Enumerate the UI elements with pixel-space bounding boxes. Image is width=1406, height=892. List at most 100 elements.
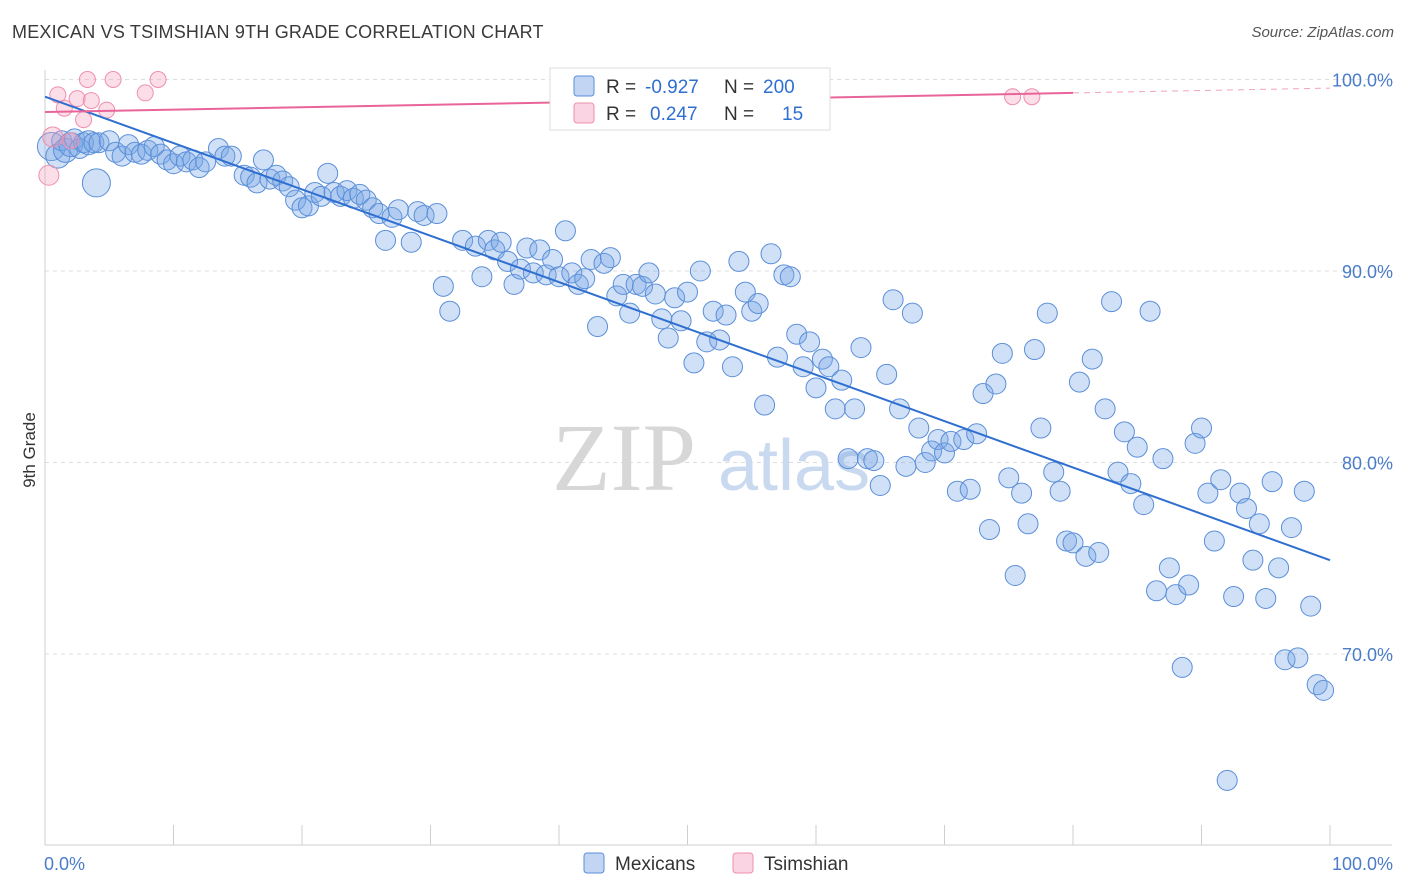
mexicans-point [1280,517,1302,539]
mexicans-point [1287,647,1309,669]
mexicans-point [1075,545,1097,567]
mexicans-point [670,310,692,332]
mexicans-point [882,289,904,311]
mexicans-point [130,143,152,165]
watermark-atlas: atlas [718,426,870,506]
mexicans-point [1094,398,1116,420]
mexicans-point [844,398,866,420]
mexicans-point [1235,497,1257,519]
tsimshian-point [38,164,60,186]
mexicans-point [1178,574,1200,596]
legend-swatch-mexicans [573,75,595,97]
mexicans-point [1030,417,1052,439]
y-tick-label: 70.0% [1342,645,1393,665]
mexicans-point [580,249,602,271]
mexicans-point [587,316,609,338]
mexicans-point [689,260,711,282]
mexicans-point [1113,421,1135,443]
series-mexicans-points [36,128,1335,791]
mexicans-point [677,281,698,303]
tsimshian-point [62,132,80,150]
chart-source: Source: ZipAtlas.com [1251,24,1394,41]
mexicans-point [426,203,448,225]
stats-legend: R = -0.927 N = 200 R = 0.247 N = 15 [549,67,831,131]
mexicans-point [1197,482,1219,504]
tsimshian-trend-extension [1072,87,1331,94]
mexicans-point [619,302,641,324]
mexicans-point [760,243,782,265]
mexicans-point [1248,513,1270,535]
mexicans-point [632,275,654,297]
bottom-legend-label-mexicans: Mexicans [615,854,695,875]
mexicans-point [81,168,111,198]
mexicans-point [561,262,583,284]
bottom-legend-swatch-tsimshian [732,852,754,874]
mexicans-point [137,139,159,161]
mexicans-point [1088,542,1110,564]
mexicans-point [1133,494,1155,516]
mexicans-point [657,327,679,349]
mexicans-point [83,132,105,154]
tsimshian-point [42,126,64,148]
mexicans-point [754,394,776,416]
mexicans-point [985,373,1007,395]
mexicans-point [554,220,576,242]
watermark: ZIP atlas [552,404,870,511]
mexicans-point [1293,480,1315,502]
bottom-legend-swatch-mexicans [583,852,605,874]
mexicans-point [1223,586,1245,608]
mexicans-point [998,467,1020,489]
mexicans-point [1023,339,1045,361]
mexicans-point [439,300,461,322]
mexicans-point [895,455,917,477]
tsimshian-point [1023,88,1041,106]
tsimshian-point [149,71,167,88]
mexicans-point [1261,471,1283,493]
mexicans-trend-line [44,95,1331,562]
mexicans-point [1158,557,1180,579]
mexicans-point [721,356,743,378]
mexicans-point [1049,480,1071,502]
legend-r-value-2: 0.247 [650,104,698,125]
stats-legend-frame [549,67,831,131]
mexicans-point [1101,291,1123,313]
mexicans-point [991,342,1013,364]
mexicans-point [914,452,936,473]
mexicans-point [1011,482,1033,504]
mexicans-point [934,442,955,464]
mexicans-point [1120,473,1142,495]
legend-r-label-1: R = [606,77,636,98]
mexicans-point [850,337,872,359]
mexicans-point [574,268,596,290]
mexicans-point [375,229,397,251]
y-tick-label: 80.0% [1342,454,1393,474]
mexicans-point [953,429,975,451]
series-legend: Mexicans Tsimshian [583,852,848,875]
axes [44,70,1392,846]
legend-n-value-2: 15 [782,104,803,125]
mexicans-point [490,231,512,253]
mexicans-point [304,181,326,203]
mexicans-point [1255,587,1277,609]
y-tick-label: 90.0% [1342,262,1393,282]
mexicans-point [612,273,634,295]
mexicans-point [105,141,127,163]
mexicans-point [702,300,724,322]
legend-r-label-2: R = [606,104,636,125]
mexicans-point [1152,448,1174,470]
mexicans-point [593,252,615,274]
mexicans-point [1068,371,1090,393]
y-axis-label: 9th Grade [20,412,39,488]
mexicans-point [644,283,666,305]
bottom-legend-label-tsimshian: Tsimshian [764,854,848,875]
mexicans-point [869,474,891,496]
watermark-zip: ZIP [552,404,696,511]
mexicans-point [959,478,981,500]
chart-title: MEXICAN VS TSIMSHIAN 9TH GRADE CORRELATI… [12,22,544,42]
mexicans-point [664,287,686,309]
mexicans-point [1313,679,1335,701]
mexicans-point [1146,580,1168,602]
mexicans-point [387,199,409,221]
mexicans-point [1126,436,1148,458]
